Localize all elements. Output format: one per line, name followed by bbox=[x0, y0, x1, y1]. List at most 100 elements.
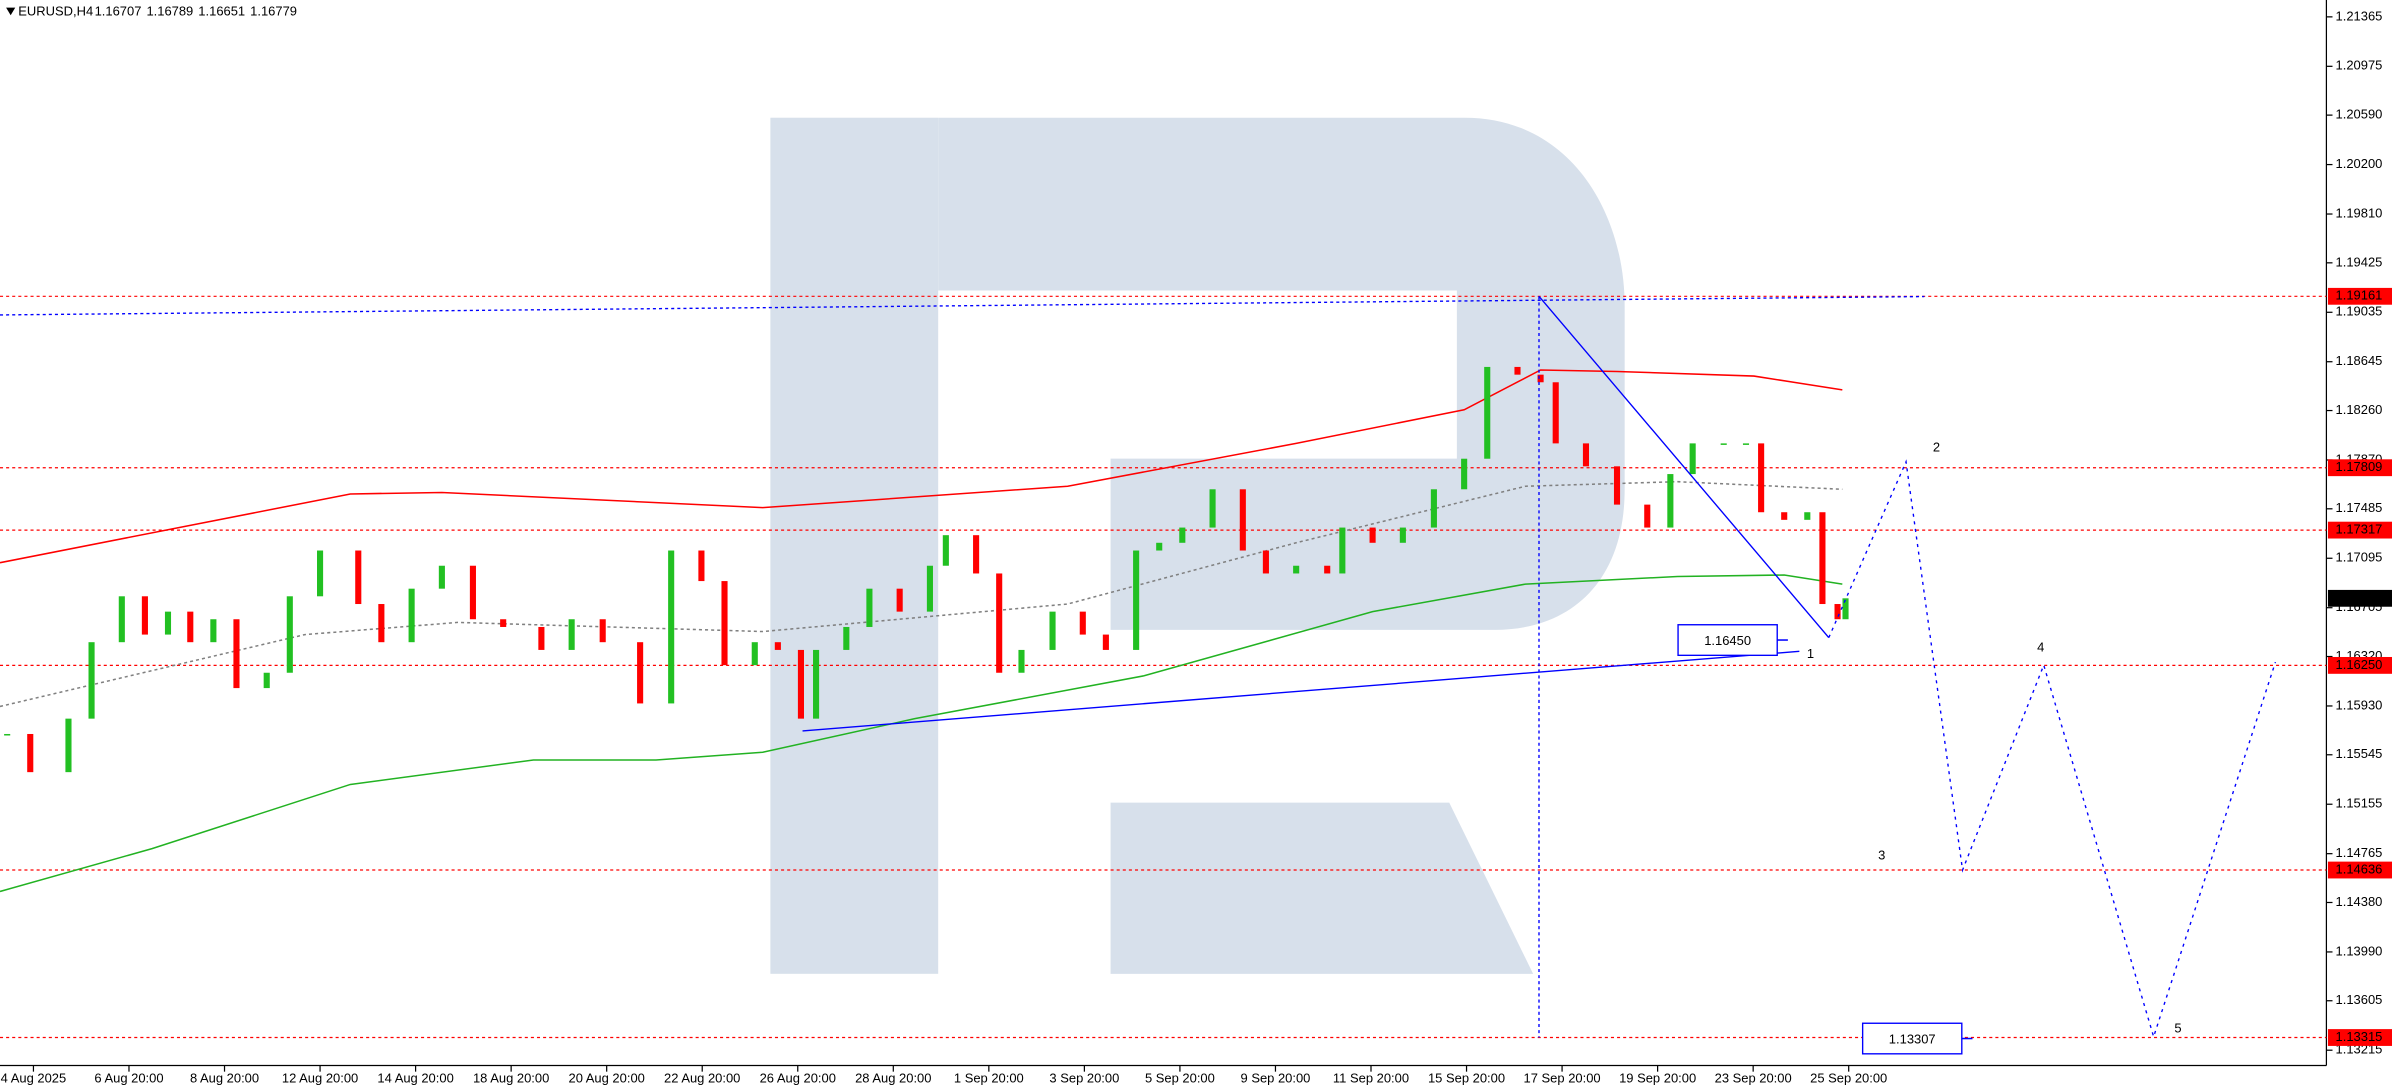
candle bbox=[469, 565, 476, 620]
y-tick-label: 1.13990 bbox=[2336, 943, 2383, 958]
candle bbox=[1758, 443, 1765, 513]
trendline bbox=[1538, 295, 1830, 639]
level-tag bbox=[2327, 521, 2392, 539]
y-tick-label: 1.19810 bbox=[2336, 205, 2383, 220]
candle bbox=[599, 619, 606, 643]
candle bbox=[813, 649, 820, 719]
x-tick-label: 18 Aug 20:00 bbox=[473, 1071, 549, 1086]
candle bbox=[164, 611, 172, 635]
quote-value: 1.16651 bbox=[198, 4, 245, 19]
wave-label: 5 bbox=[2174, 1021, 2181, 1036]
candle bbox=[926, 565, 933, 612]
indicator-line bbox=[0, 574, 1843, 893]
candle bbox=[1552, 382, 1559, 444]
candle bbox=[637, 642, 644, 704]
y-tick-label: 1.14765 bbox=[2336, 845, 2383, 860]
candle bbox=[1399, 527, 1406, 543]
candle bbox=[668, 550, 675, 704]
watermark bbox=[770, 117, 1625, 974]
candle bbox=[233, 619, 240, 689]
x-tick-label: 11 Sep 20:00 bbox=[1333, 1071, 1409, 1086]
y-tick-label: 1.15930 bbox=[2336, 697, 2383, 712]
candle bbox=[438, 565, 445, 589]
y-tick-label: 1.17485 bbox=[2336, 500, 2383, 515]
watermark-stem bbox=[770, 117, 939, 974]
level-tag bbox=[2327, 1029, 2392, 1046]
candle bbox=[1819, 512, 1826, 605]
trendline bbox=[802, 650, 1800, 732]
candle bbox=[500, 619, 507, 627]
x-tick-label: 15 Sep 20:00 bbox=[1428, 1071, 1505, 1086]
candle bbox=[1842, 598, 1849, 620]
candle bbox=[1239, 489, 1246, 551]
price-label: 1.13307 bbox=[1889, 1031, 1936, 1046]
candle bbox=[843, 626, 850, 650]
price-label: 1.16450 bbox=[1704, 633, 1751, 648]
y-tick-label: 1.15545 bbox=[2336, 746, 2383, 761]
x-tick-label: 19 Sep 20:00 bbox=[1619, 1071, 1696, 1086]
candle bbox=[1209, 489, 1216, 528]
wave-label: 4 bbox=[2037, 640, 2044, 655]
symbol-title: EURUSD,H4 bbox=[18, 4, 93, 19]
x-tick-label: 22 Aug 20:00 bbox=[664, 1071, 740, 1086]
candle bbox=[1133, 550, 1140, 650]
candle bbox=[1537, 374, 1544, 383]
quote-value: 1.16707 bbox=[95, 4, 142, 19]
candle bbox=[973, 535, 980, 574]
y-tick-label: 1.20975 bbox=[2336, 58, 2383, 73]
candle bbox=[1018, 649, 1025, 673]
candle bbox=[1720, 443, 1727, 445]
candle bbox=[1804, 512, 1811, 520]
candle bbox=[568, 619, 575, 650]
price-label-box bbox=[1677, 624, 1778, 657]
candle bbox=[286, 596, 293, 673]
candle bbox=[1079, 611, 1086, 635]
candle bbox=[1102, 634, 1109, 650]
candle bbox=[1834, 604, 1841, 620]
x-tick-label: 8 Aug 20:00 bbox=[190, 1071, 259, 1086]
x-tick-label: 17 Sep 20:00 bbox=[1524, 1071, 1601, 1086]
candle bbox=[1644, 504, 1651, 528]
level-label: 1.14636 bbox=[2336, 861, 2383, 876]
candle bbox=[1514, 366, 1521, 375]
x-tick-label: 4 Aug 2025 bbox=[1, 1071, 67, 1086]
candle bbox=[408, 588, 415, 643]
trendline bbox=[0, 295, 1925, 316]
candle bbox=[721, 581, 728, 666]
candle bbox=[1742, 443, 1750, 445]
wave-label: 2 bbox=[1933, 439, 1940, 454]
x-tick-label: 3 Sep 20:00 bbox=[1049, 1071, 1119, 1086]
candle bbox=[88, 642, 95, 719]
y-tick-label: 1.21365 bbox=[2336, 8, 2383, 23]
candle bbox=[187, 611, 194, 643]
candle bbox=[1430, 489, 1437, 528]
x-tick-label: 12 Aug 20:00 bbox=[282, 1071, 358, 1086]
y-tick-label: 1.20200 bbox=[2336, 156, 2383, 171]
x-tick-label: 14 Aug 20:00 bbox=[377, 1071, 453, 1086]
symbol-menu-arrow[interactable] bbox=[6, 7, 16, 16]
candle bbox=[317, 550, 324, 597]
candle bbox=[263, 672, 270, 689]
candle bbox=[866, 588, 873, 627]
candle bbox=[1781, 512, 1788, 520]
candle bbox=[774, 642, 781, 650]
y-tick-label: 1.19425 bbox=[2336, 254, 2383, 269]
candle bbox=[1667, 474, 1674, 528]
candle bbox=[141, 596, 148, 635]
candle bbox=[942, 535, 949, 566]
candle bbox=[1293, 565, 1300, 574]
candle bbox=[1613, 466, 1621, 505]
candle bbox=[65, 718, 72, 773]
candle bbox=[118, 596, 125, 643]
y-tick-label: 1.19035 bbox=[2336, 304, 2383, 319]
candle bbox=[1324, 565, 1331, 574]
candle bbox=[1156, 542, 1163, 551]
quote-value: 1.16779 bbox=[250, 4, 297, 19]
level-tag bbox=[2327, 459, 2392, 477]
candle bbox=[1689, 443, 1696, 475]
wave-label: 1 bbox=[1807, 646, 1814, 661]
candle bbox=[4, 733, 11, 736]
level-label: 1.17317 bbox=[2336, 522, 2383, 537]
x-tick-label: 1 Sep 20:00 bbox=[954, 1071, 1024, 1086]
